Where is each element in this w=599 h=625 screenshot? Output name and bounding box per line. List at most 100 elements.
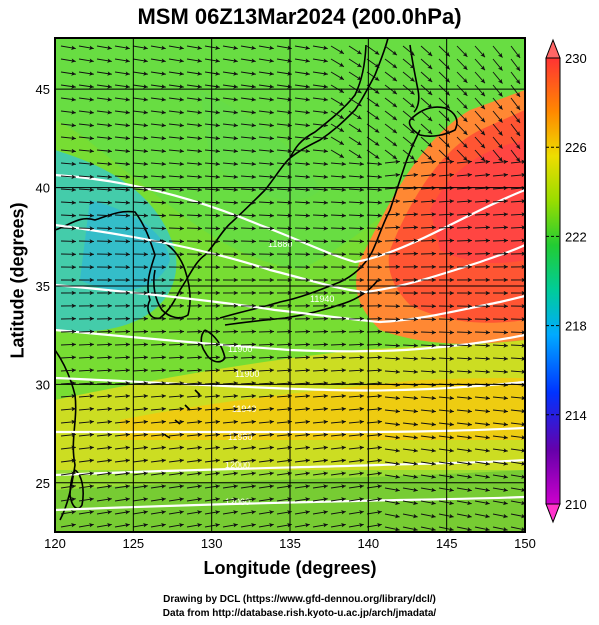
wind-vector	[348, 123, 362, 133]
wind-vector	[510, 461, 525, 466]
wind-vector	[366, 355, 383, 360]
wind-vector	[114, 45, 130, 50]
wind-vector	[510, 513, 525, 519]
wind-vector	[312, 161, 328, 167]
wind-vector	[60, 187, 76, 192]
wind-vector	[258, 200, 275, 205]
wind-vector	[492, 395, 508, 401]
wind-vector	[420, 421, 436, 427]
wind-vector	[312, 432, 328, 438]
wind-vector	[294, 200, 311, 205]
wind-vector	[312, 368, 328, 373]
wind-vector	[510, 238, 525, 243]
wind-vector	[510, 71, 521, 85]
wind-vector	[384, 500, 400, 506]
wind-vector	[114, 368, 130, 373]
wind-vector	[474, 526, 490, 532]
wind-vector	[474, 408, 490, 414]
wind-vector	[312, 406, 328, 412]
wind-vector	[258, 522, 274, 528]
wind-vector	[222, 110, 238, 115]
wind-vector	[78, 522, 94, 528]
wind-vector	[384, 369, 400, 375]
wind-vector	[456, 225, 473, 230]
wind-vector	[456, 356, 472, 361]
wind-vector	[240, 45, 256, 50]
wind-vector	[402, 45, 415, 56]
wind-vector	[150, 213, 167, 218]
wind-vector	[150, 342, 167, 347]
wind-vector	[384, 71, 398, 82]
wind-vector	[438, 123, 451, 135]
wind-vector	[186, 226, 203, 231]
wind-vector	[312, 174, 328, 180]
grid-lines	[55, 38, 525, 532]
wind-vector	[294, 484, 310, 489]
wind-vector	[474, 71, 486, 84]
wind-vector	[150, 445, 166, 451]
wind-vector	[114, 458, 130, 463]
wind-vector	[276, 84, 292, 89]
wind-vector	[330, 381, 346, 386]
wind-vector	[60, 393, 76, 399]
wind-vector	[312, 510, 328, 515]
wind-vector	[150, 97, 166, 102]
wind-vector	[402, 71, 415, 82]
wind-vector	[366, 45, 380, 56]
wind-vector	[258, 110, 274, 115]
wind-vector	[150, 135, 166, 141]
wind-vector	[330, 136, 345, 146]
wind-vector	[204, 522, 220, 528]
wind-vector	[168, 45, 184, 50]
wind-vector	[168, 497, 184, 502]
wind-vector	[132, 406, 148, 412]
wind-vector	[474, 45, 486, 58]
wind-vector	[510, 136, 521, 150]
wind-vector	[330, 510, 346, 515]
wind-vector	[60, 419, 76, 425]
wind-vector	[132, 58, 148, 63]
wind-vector	[204, 97, 220, 102]
wind-vector	[294, 84, 310, 89]
wind-vector	[168, 174, 184, 180]
wind-vector	[78, 381, 94, 386]
wind-vector	[60, 355, 77, 360]
y-tick-label: 45	[36, 82, 50, 97]
wind-vector	[402, 84, 415, 95]
wind-vector	[114, 419, 130, 425]
wind-vector	[366, 484, 382, 489]
wind-vector	[204, 484, 220, 489]
wind-vector	[276, 393, 292, 399]
wind-vector	[186, 122, 202, 128]
wind-vector	[366, 110, 380, 121]
wind-vector	[510, 199, 525, 204]
wind-vector	[276, 187, 292, 192]
wind-vector	[366, 97, 380, 108]
wind-vector	[474, 474, 490, 479]
wind-vector	[240, 381, 256, 386]
wind-vector	[294, 406, 310, 412]
wind-vector	[474, 172, 490, 178]
wind-vector	[276, 213, 293, 218]
wind-vector	[420, 500, 436, 506]
wind-vector	[402, 159, 418, 165]
wind-vector	[384, 123, 398, 134]
wind-vector	[132, 110, 148, 115]
wind-vector	[420, 212, 437, 217]
wind-vector	[222, 97, 238, 102]
wind-vector	[330, 458, 346, 463]
wind-vector	[204, 174, 220, 180]
wind-vector	[240, 368, 256, 373]
wind-vector	[420, 474, 436, 479]
wind-vector	[510, 487, 525, 493]
wind-vector	[456, 513, 472, 519]
wind-vector	[294, 342, 311, 347]
wind-vector	[114, 148, 130, 154]
x-axis-label: Longitude (degrees)	[203, 558, 377, 578]
wind-vector	[186, 187, 202, 192]
wind-vector	[402, 513, 418, 519]
wind-vector	[60, 471, 76, 476]
wind-vector	[276, 110, 292, 115]
wind-vector	[78, 148, 94, 154]
wind-vector	[474, 487, 490, 493]
